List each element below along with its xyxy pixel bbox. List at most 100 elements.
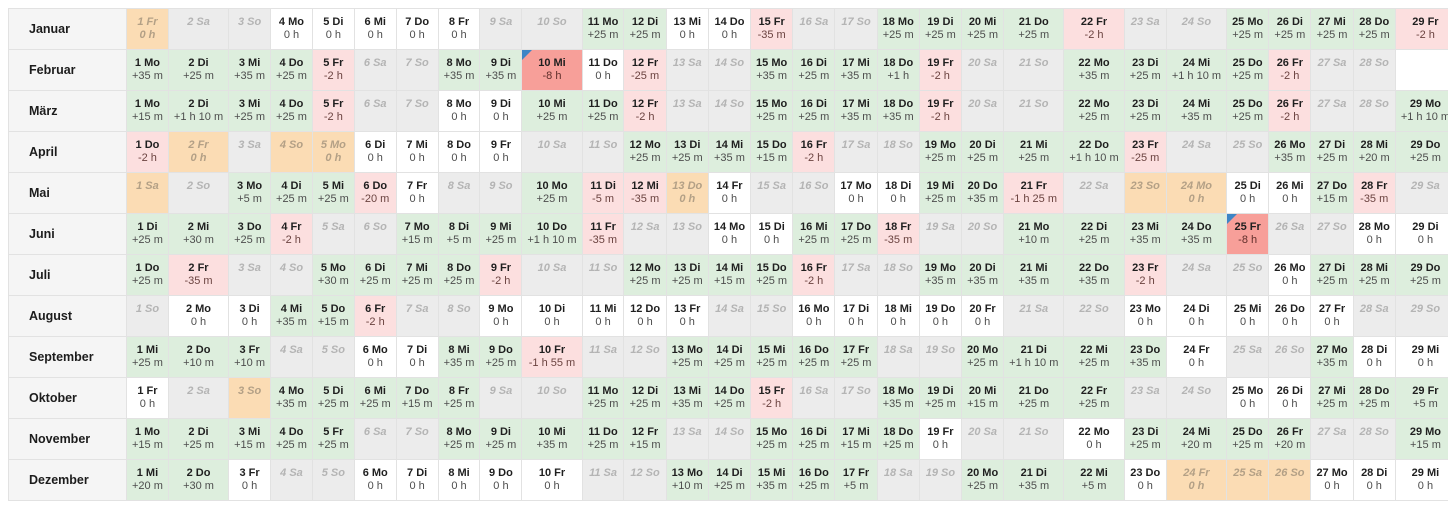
day-cell[interactable]: 19 Fr-2 h: [919, 91, 961, 132]
day-cell[interactable]: 24 Sa: [1166, 255, 1226, 296]
day-cell[interactable]: 12 Fr+15 m: [624, 419, 666, 460]
day-cell[interactable]: 10 Fr-1 h 55 m: [522, 337, 582, 378]
day-cell[interactable]: 3 Mi+35 m: [229, 50, 271, 91]
day-cell[interactable]: 21 Di+1 h 10 m: [1004, 337, 1064, 378]
day-cell[interactable]: 5 Sa: [312, 214, 354, 255]
day-cell[interactable]: 22 So: [1064, 296, 1124, 337]
day-cell[interactable]: 16 Fr-2 h: [793, 255, 835, 296]
day-cell[interactable]: 1 Mo+35 m: [127, 50, 169, 91]
day-cell[interactable]: 25 So: [1227, 255, 1269, 296]
day-cell[interactable]: 15 Sa: [751, 173, 793, 214]
day-cell[interactable]: 21 Mi+25 m: [1004, 132, 1064, 173]
day-cell[interactable]: 20 So: [961, 214, 1003, 255]
day-cell[interactable]: 16 Do+25 m: [793, 460, 835, 501]
day-cell[interactable]: 24 Mi+1 h 10 m: [1166, 50, 1226, 91]
day-cell[interactable]: 16 Di+25 m: [793, 91, 835, 132]
day-cell[interactable]: 6 Sa: [354, 50, 396, 91]
day-cell[interactable]: 2 Di+25 m: [168, 50, 228, 91]
day-cell[interactable]: 8 Mo+35 m: [438, 50, 480, 91]
day-cell[interactable]: 28 Mi+25 m: [1353, 255, 1395, 296]
day-cell[interactable]: 25 Do+25 m: [1227, 50, 1269, 91]
day-cell[interactable]: 4 Mo+35 m: [271, 378, 313, 419]
day-cell[interactable]: 2 Sa: [168, 378, 228, 419]
day-cell[interactable]: 22 Mo+35 m: [1064, 50, 1124, 91]
day-cell[interactable]: 14 Di+25 m: [708, 337, 750, 378]
day-cell[interactable]: 24 So: [1166, 378, 1226, 419]
day-cell[interactable]: 22 Do+35 m: [1064, 255, 1124, 296]
day-cell[interactable]: 7 Mi+25 m: [396, 255, 438, 296]
day-cell[interactable]: 10 Sa: [522, 132, 582, 173]
day-cell[interactable]: 3 So: [229, 378, 271, 419]
day-cell[interactable]: 15 Do+25 m: [751, 255, 793, 296]
day-cell[interactable]: 25 Fr-8 h: [1227, 214, 1269, 255]
day-cell[interactable]: 13 So: [666, 214, 708, 255]
day-cell[interactable]: 6 Sa: [354, 419, 396, 460]
day-cell[interactable]: 5 Do+15 m: [312, 296, 354, 337]
day-cell[interactable]: 22 Fr-2 h: [1064, 9, 1124, 50]
day-cell[interactable]: 29 So: [1395, 296, 1448, 337]
day-cell[interactable]: 16 So: [793, 173, 835, 214]
day-cell[interactable]: 10 Do+1 h 10 m: [522, 214, 582, 255]
day-cell[interactable]: 22 Mi+5 m: [1064, 460, 1124, 501]
day-cell[interactable]: 28 So: [1353, 91, 1395, 132]
day-cell[interactable]: 11 Di-5 m: [582, 173, 624, 214]
day-cell[interactable]: 17 Mi+15 m: [835, 419, 877, 460]
day-cell[interactable]: 5 Fr+25 m: [312, 419, 354, 460]
day-cell[interactable]: 13 Sa: [666, 419, 708, 460]
day-cell[interactable]: 2 Do+10 m: [168, 337, 228, 378]
day-cell[interactable]: 29 Fr-2 h: [1395, 9, 1448, 50]
day-cell[interactable]: 3 Mo+5 m: [229, 173, 271, 214]
day-cell[interactable]: 1 Do-2 h: [127, 132, 169, 173]
day-cell[interactable]: 1 Di+25 m: [127, 214, 169, 255]
day-cell[interactable]: 23 Di+25 m: [1124, 50, 1166, 91]
day-cell[interactable]: 18 Sa: [877, 460, 919, 501]
day-cell[interactable]: 23 Mi+35 m: [1124, 214, 1166, 255]
day-cell[interactable]: 11 So: [582, 132, 624, 173]
day-cell[interactable]: 27 Do+15 m: [1311, 173, 1353, 214]
day-cell[interactable]: 8 Fr+25 m: [438, 378, 480, 419]
day-cell[interactable]: 27 Sa: [1311, 419, 1353, 460]
day-cell[interactable]: 24 Mi+35 m: [1166, 91, 1226, 132]
day-cell[interactable]: 26 So: [1269, 460, 1311, 501]
day-cell[interactable]: 23 Fr-25 m: [1124, 132, 1166, 173]
day-cell[interactable]: 7 Mo+15 m: [396, 214, 438, 255]
day-cell[interactable]: 12 Mi-35 m: [624, 173, 666, 214]
day-cell[interactable]: 1 Do+25 m: [127, 255, 169, 296]
day-cell[interactable]: 14 So: [708, 419, 750, 460]
day-cell[interactable]: 15 Mo+35 m: [751, 50, 793, 91]
day-cell[interactable]: 17 Do+25 m: [835, 214, 877, 255]
day-cell[interactable]: 15 Fr-2 h: [751, 378, 793, 419]
day-cell[interactable]: 22 Mi+25 m: [1064, 337, 1124, 378]
day-cell[interactable]: 12 Sa: [624, 214, 666, 255]
day-cell[interactable]: 9 Mi+25 m: [480, 214, 522, 255]
day-cell[interactable]: 26 Sa: [1269, 214, 1311, 255]
day-cell[interactable]: 12 Mo+25 m: [624, 255, 666, 296]
day-cell[interactable]: 5 So: [312, 337, 354, 378]
day-cell[interactable]: 14 Di+25 m: [708, 460, 750, 501]
day-cell[interactable]: 12 Di+25 m: [624, 378, 666, 419]
day-cell[interactable]: 7 So: [396, 50, 438, 91]
day-cell[interactable]: 27 Di+25 m: [1311, 255, 1353, 296]
day-cell[interactable]: 28 Mi+20 m: [1353, 132, 1395, 173]
day-cell[interactable]: 4 Sa: [271, 337, 313, 378]
day-cell[interactable]: 12 So: [624, 460, 666, 501]
day-cell[interactable]: 8 So: [438, 296, 480, 337]
day-cell[interactable]: 3 Sa: [229, 132, 271, 173]
day-cell[interactable]: 11 Mo+25 m: [582, 378, 624, 419]
day-cell[interactable]: 10 Sa: [522, 255, 582, 296]
